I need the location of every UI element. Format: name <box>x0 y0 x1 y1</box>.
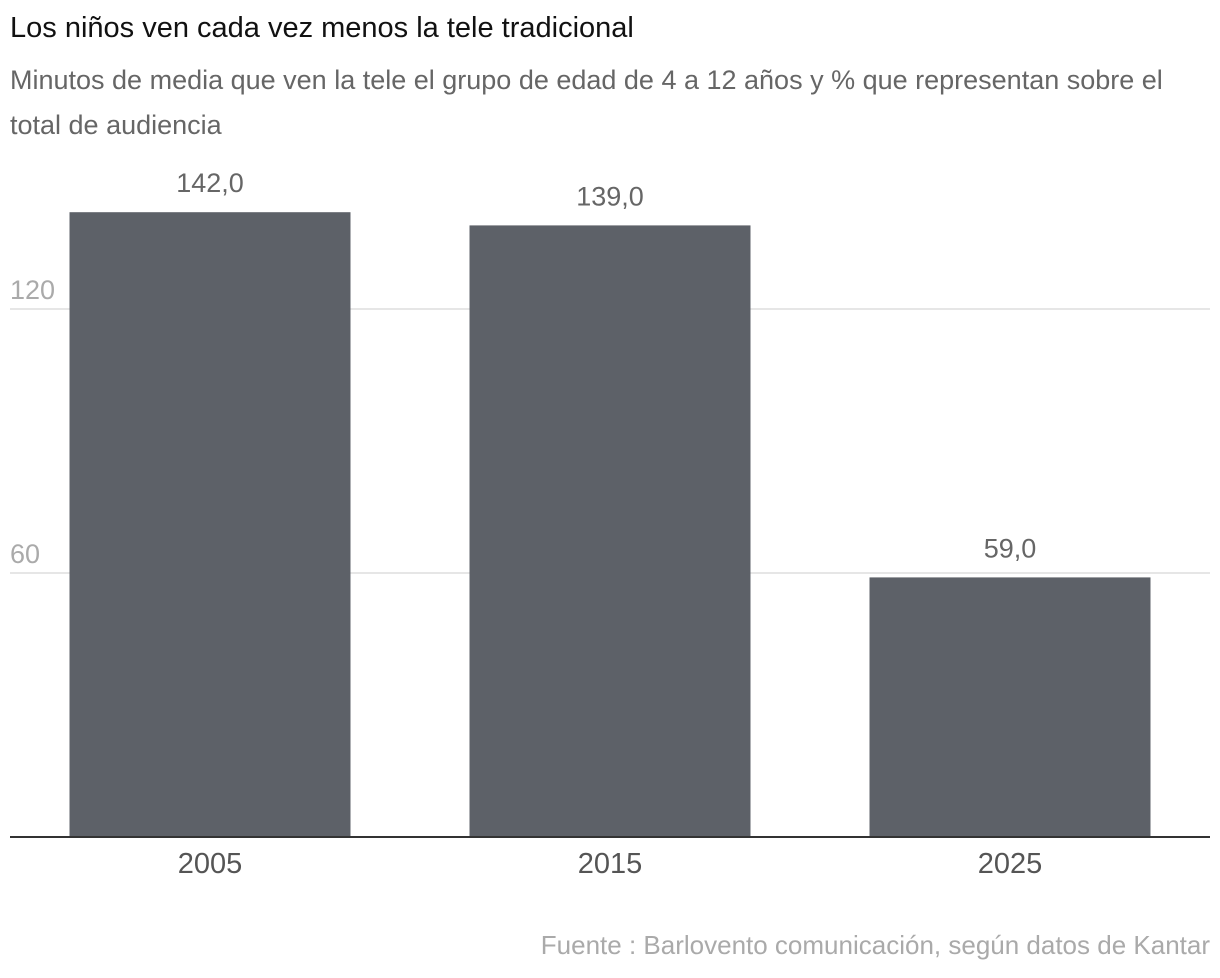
bar-2025 <box>869 577 1151 837</box>
x-tick-label-2005: 2005 <box>178 848 243 880</box>
bar-2005 <box>69 212 351 837</box>
chart-subtitle: Minutos de media que ven la tele el grup… <box>10 65 1163 140</box>
value-label-2025: 59,0 <box>984 533 1037 563</box>
bar-2015 <box>469 225 751 837</box>
bar-chart: 60 120 142,0 2005 139,0 2015 59,0 2025 <box>10 168 1210 880</box>
x-tick-label-2015: 2015 <box>578 848 643 880</box>
y-tick-label-60: 60 <box>10 539 40 569</box>
y-tick-label-120: 120 <box>10 275 55 305</box>
chart-title: Los niños ven cada vez menos la tele tra… <box>10 12 634 44</box>
source-note: Fuente : Barlovento comunicación, según … <box>540 930 1210 960</box>
value-label-2015: 139,0 <box>576 181 644 211</box>
value-label-2005: 142,0 <box>176 168 244 198</box>
x-tick-label-2025: 2025 <box>978 848 1043 880</box>
